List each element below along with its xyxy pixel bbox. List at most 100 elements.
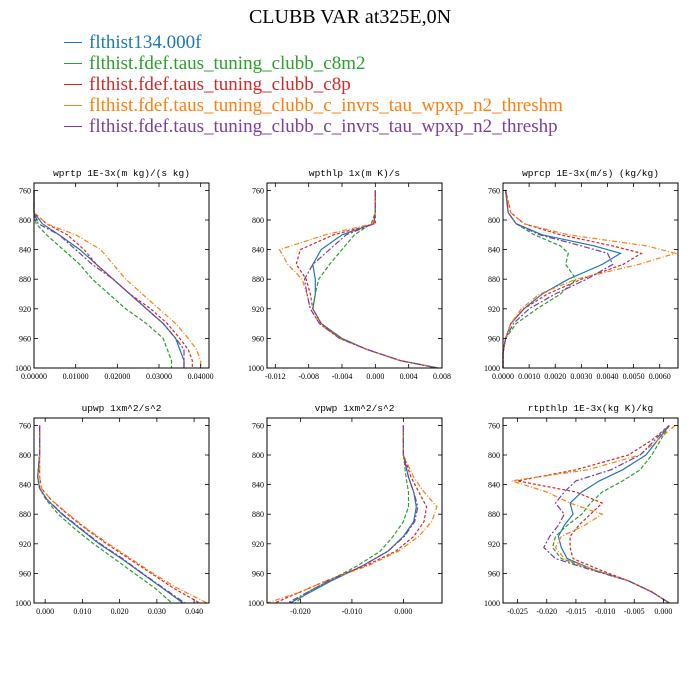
legend-label: flthist.fdef.taus_tuning_clubb_c_invrs_t… <box>89 95 563 116</box>
legend-item: flthist134.000f <box>64 32 563 53</box>
panel-title: rtpthlp 1E-3x(kg K)/kg <box>528 403 653 414</box>
legend-swatch <box>64 84 82 85</box>
y-tick-label: 760 <box>488 186 500 195</box>
series-line <box>551 425 670 604</box>
y-tick-label: 960 <box>488 569 500 578</box>
series-line <box>511 424 676 604</box>
x-tick-label: -0.025 <box>507 607 528 616</box>
figure-title: CLUBB VAR at325E,0N <box>248 6 452 28</box>
y-tick-label: 920 <box>252 540 264 549</box>
x-tick-label: -0.020 <box>290 607 311 616</box>
series-line <box>295 190 438 369</box>
chart-panel: upwp 1xm^2/s^2 760 800 840 880 920 960 1000 0.00… <box>15 403 210 616</box>
y-tick-label: 760 <box>252 421 264 430</box>
x-tick-label: 0.0060 <box>649 372 671 381</box>
legend-item: flthist.fdef.taus_tuning_clubb_c8p <box>64 74 563 95</box>
panel-title: vpwp 1xm^2/s^2 <box>315 403 395 414</box>
series-line <box>502 190 678 368</box>
panel-title: wprtp 1E-3x(m kg)/(s kg) <box>53 168 190 179</box>
plot-frame <box>33 417 210 604</box>
legend-swatch <box>64 126 82 127</box>
series-line <box>266 425 438 604</box>
series-line <box>502 190 622 368</box>
x-tick-label: 0.00000 <box>21 372 47 381</box>
series-line <box>37 425 186 604</box>
y-tick-label: 760 <box>19 186 31 195</box>
series-line <box>287 425 419 604</box>
series-line <box>502 190 643 368</box>
y-tick-label: 800 <box>488 451 500 460</box>
y-tick-label: 920 <box>488 540 500 549</box>
x-tick-label: -0.005 <box>624 607 645 616</box>
chart-panel: vpwp 1xm^2/s^2 760 800 840 880 920 960 1000 -0.0… <box>248 403 443 616</box>
y-tick-label: 880 <box>252 510 264 519</box>
series-line <box>38 425 200 604</box>
series-line <box>517 424 670 604</box>
chart-panel: wprcp 1E-3x(m/s) (kg/kg) 760 800 840 880 920 9… <box>484 168 679 381</box>
x-tick-label: -0.004 <box>332 372 353 381</box>
x-tick-label: -0.010 <box>595 607 616 616</box>
x-tick-label: 0.0030 <box>570 372 592 381</box>
legend-swatch <box>64 42 82 43</box>
y-tick-label: 960 <box>252 334 264 343</box>
series-line <box>502 190 614 368</box>
y-tick-label: 800 <box>19 216 31 225</box>
x-tick-label: 0.04000 <box>188 372 214 381</box>
legend-label: flthist134.000f <box>89 32 202 53</box>
y-tick-label: 880 <box>19 275 31 284</box>
series-line <box>543 424 670 604</box>
y-tick-label: 880 <box>19 510 31 519</box>
y-tick-label: 840 <box>488 481 500 490</box>
y-tick-label: 840 <box>252 246 264 255</box>
series-line <box>38 425 208 604</box>
legend-item: flthist.fdef.taus_tuning_clubb_c8m2 <box>64 53 563 74</box>
x-tick-label: 0.004 <box>400 372 418 381</box>
x-tick-label: -0.008 <box>298 372 319 381</box>
x-tick-label: 0.03000 <box>146 372 172 381</box>
legend-label: flthist.fdef.taus_tuning_clubb_c_invrs_t… <box>89 116 558 137</box>
series-line <box>33 190 173 368</box>
y-tick-label: 1000 <box>484 599 500 608</box>
legend-item: flthist.fdef.taus_tuning_clubb_c_invrs_t… <box>64 116 563 137</box>
series-line <box>289 425 417 604</box>
series-line <box>303 190 438 369</box>
chart-panel: rtpthlp 1E-3x(kg K)/kg 760 800 840 880 920 960… <box>484 403 679 616</box>
y-tick-label: 960 <box>488 334 500 343</box>
x-tick-label: 0.02000 <box>104 372 130 381</box>
y-tick-label: 1000 <box>248 599 264 608</box>
plot-frame <box>502 182 679 369</box>
y-tick-label: 960 <box>19 334 31 343</box>
legend-item: flthist.fdef.taus_tuning_clubb_c_invrs_t… <box>64 95 563 116</box>
series-line <box>33 190 202 368</box>
y-tick-label: 840 <box>252 481 264 490</box>
x-tick-label: 0.000 <box>394 607 412 616</box>
plot-frame <box>266 182 443 369</box>
y-tick-label: 1000 <box>15 364 31 373</box>
plot-frame <box>33 182 210 369</box>
y-tick-label: 960 <box>19 569 31 578</box>
y-tick-label: 1000 <box>15 599 31 608</box>
legend-swatch <box>64 63 82 64</box>
x-tick-label: 0.020 <box>111 607 129 616</box>
series-line <box>37 425 173 604</box>
panel-title: wpthlp 1x(m K)/s <box>309 168 400 179</box>
plot-frame <box>502 417 679 604</box>
chart-panel: wpthlp 1x(m K)/s7608008408809209601000-0… <box>248 168 451 381</box>
series-line <box>33 190 185 368</box>
y-tick-label: 800 <box>19 451 31 460</box>
y-tick-label: 1000 <box>248 364 264 373</box>
x-tick-label: 0.000 <box>36 607 54 616</box>
x-tick-label: -0.010 <box>342 607 363 616</box>
x-tick-label: 0.030 <box>148 607 166 616</box>
y-tick-label: 840 <box>19 481 31 490</box>
y-tick-label: 800 <box>488 216 500 225</box>
x-tick-label: -0.015 <box>566 607 587 616</box>
y-tick-label: 840 <box>488 246 500 255</box>
x-tick-label: 0.01000 <box>63 372 89 381</box>
x-tick-label: 0.008 <box>433 372 451 381</box>
x-tick-label: 0.010 <box>73 607 91 616</box>
y-tick-label: 880 <box>252 275 264 284</box>
y-tick-label: 920 <box>488 305 500 314</box>
y-tick-label: 760 <box>488 421 500 430</box>
